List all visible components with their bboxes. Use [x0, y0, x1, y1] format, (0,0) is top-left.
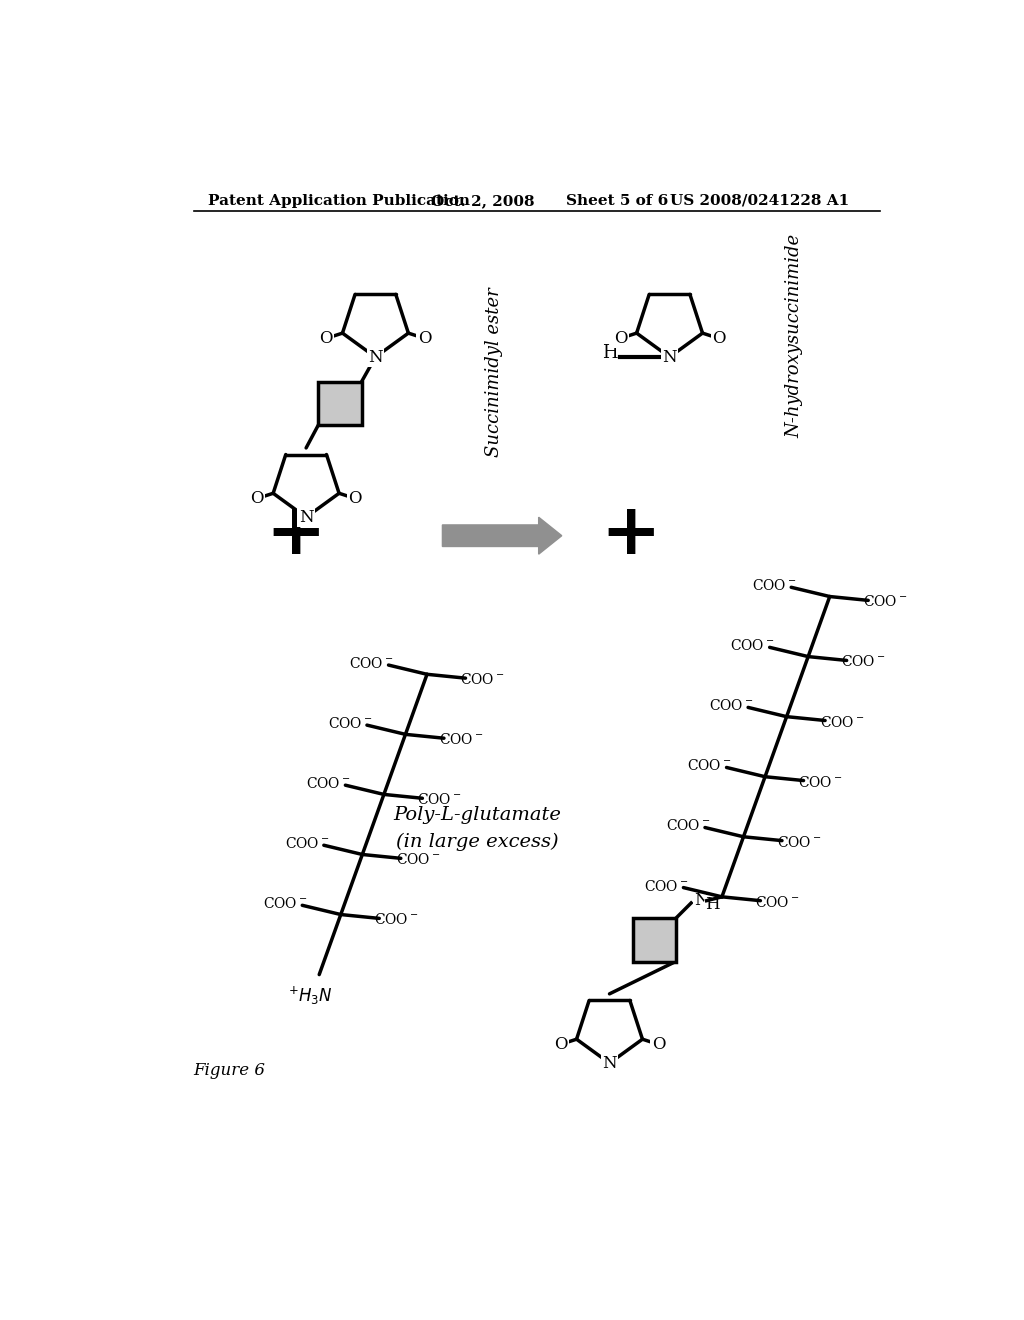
Text: COO$^-$: COO$^-$	[285, 836, 329, 851]
Text: +: +	[266, 500, 327, 569]
Text: N: N	[368, 348, 383, 366]
Text: O: O	[418, 330, 431, 347]
Text: +: +	[601, 500, 662, 569]
Text: COO$^-$: COO$^-$	[666, 818, 711, 833]
Text: N: N	[602, 1055, 616, 1072]
Text: O: O	[554, 1036, 567, 1053]
Text: US 2008/0241228 A1: US 2008/0241228 A1	[670, 194, 849, 207]
Text: N-hydroxysuccinimide: N-hydroxysuccinimide	[785, 234, 803, 437]
Text: COO$^-$: COO$^-$	[349, 656, 394, 671]
Text: Succinimidyl ester: Succinimidyl ester	[485, 288, 503, 457]
Text: COO$^-$: COO$^-$	[799, 775, 843, 789]
Text: COO$^-$: COO$^-$	[820, 714, 864, 730]
Text: O: O	[250, 490, 264, 507]
Text: COO$^-$: COO$^-$	[755, 895, 800, 909]
Text: Oct. 2, 2008: Oct. 2, 2008	[431, 194, 535, 207]
Text: Sheet 5 of 6: Sheet 5 of 6	[565, 194, 668, 207]
Text: H: H	[706, 896, 720, 913]
Text: COO$^-$: COO$^-$	[752, 578, 797, 593]
Text: COO$^-$: COO$^-$	[842, 655, 886, 669]
Text: COO$^-$: COO$^-$	[863, 594, 907, 610]
Text: COO$^-$: COO$^-$	[687, 759, 732, 774]
Text: Poly-L-glutamate
(in large excess): Poly-L-glutamate (in large excess)	[393, 807, 561, 850]
Text: COO$^-$: COO$^-$	[306, 776, 350, 791]
Text: Patent Application Publication: Patent Application Publication	[208, 194, 470, 207]
Text: O: O	[319, 330, 333, 347]
Text: COO$^-$: COO$^-$	[374, 912, 419, 928]
Text: N: N	[663, 348, 677, 366]
Text: COO$^-$: COO$^-$	[709, 698, 754, 713]
Text: O: O	[348, 490, 361, 507]
Text: O: O	[652, 1036, 666, 1053]
Text: COO$^-$: COO$^-$	[395, 853, 440, 867]
Text: COO$^-$: COO$^-$	[328, 715, 373, 731]
Text: COO$^-$: COO$^-$	[730, 639, 775, 653]
Text: COO$^-$: COO$^-$	[263, 896, 307, 911]
Polygon shape	[633, 919, 676, 961]
Text: Figure 6: Figure 6	[194, 1063, 265, 1080]
Text: COO$^-$: COO$^-$	[417, 792, 462, 808]
Text: N: N	[299, 508, 313, 525]
Polygon shape	[442, 517, 562, 554]
Text: O: O	[613, 330, 628, 347]
Text: H: H	[602, 345, 617, 362]
Text: $^{+}H_3N$: $^{+}H_3N$	[288, 985, 333, 1007]
Text: COO$^-$: COO$^-$	[644, 879, 689, 894]
Text: COO$^-$: COO$^-$	[460, 672, 505, 688]
Text: O: O	[712, 330, 725, 347]
Text: COO$^-$: COO$^-$	[438, 733, 483, 747]
Text: N: N	[694, 892, 710, 909]
Text: COO$^-$: COO$^-$	[776, 834, 821, 850]
Polygon shape	[318, 381, 361, 425]
